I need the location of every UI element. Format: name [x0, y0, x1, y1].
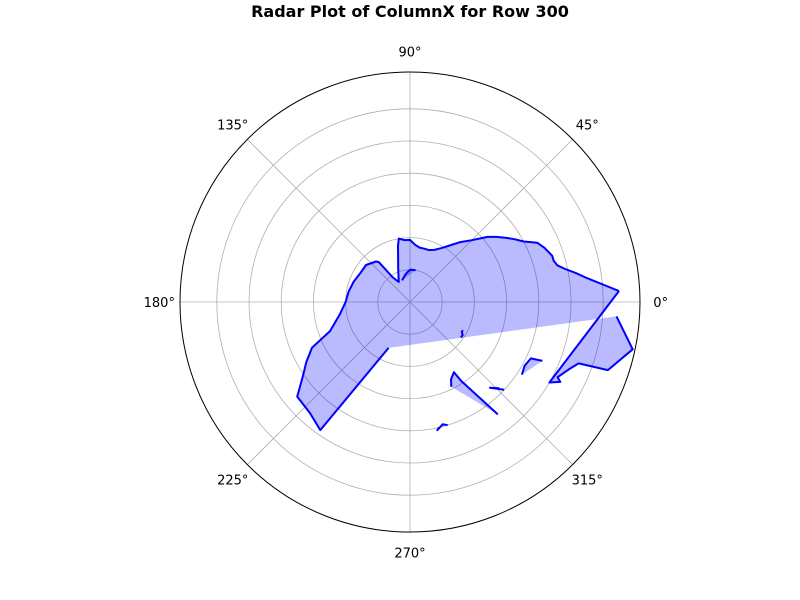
angle-tick-label-6: 270° [394, 547, 425, 562]
angular-gridline-1 [409, 139, 573, 303]
series-fill-1 [402, 269, 416, 281]
angle-tick-label-5: 225° [217, 473, 248, 488]
series-line-closing-0 [548, 290, 634, 384]
angle-tick-label-3: 135° [217, 119, 248, 134]
tick-layer: 0° 45° 90° 135° 180° 225° 270° 315° [144, 45, 668, 561]
angle-tick-label-0: 0° [653, 296, 668, 311]
angular-gridline-7 [409, 301, 573, 465]
grid-layer [179, 71, 641, 533]
angle-tick-label-1: 45° [576, 119, 599, 134]
angular-gridline-5 [247, 301, 411, 465]
chart-title: Radar Plot of ColumnX for Row 300 [251, 2, 569, 21]
angle-tick-label-2: 90° [398, 45, 421, 60]
angular-gridline-3 [247, 139, 411, 303]
series-line-1 [401, 268, 416, 281]
angle-tick-label-7: 315° [572, 473, 603, 488]
series-line-6 [436, 423, 448, 432]
series-line-3 [520, 357, 543, 375]
series-fill-3 [521, 358, 543, 375]
series-line-0 [296, 235, 620, 432]
polar-frame [179, 71, 641, 533]
series-line-4 [450, 371, 499, 416]
series-line-5 [489, 386, 505, 391]
angle-tick-label-4: 180° [144, 296, 175, 311]
data-layer [296, 235, 634, 432]
series-fill-6 [437, 424, 448, 431]
series-line-2 [460, 329, 464, 339]
series-fill-0 [297, 236, 633, 431]
